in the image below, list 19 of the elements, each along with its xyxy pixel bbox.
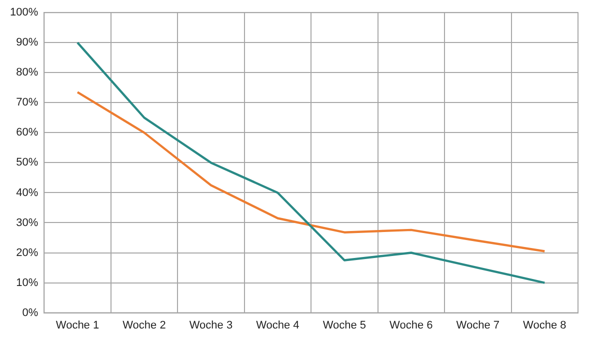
x-tick-label: Woche 4	[256, 319, 300, 332]
x-tick-label: Woche 7	[456, 319, 500, 332]
y-tick-label: 80%	[16, 66, 38, 79]
x-tick-label: Woche 5	[322, 319, 366, 332]
y-tick-label: 10%	[16, 276, 38, 289]
y-tick-label: 50%	[16, 156, 38, 169]
x-tick-label: Woche 3	[189, 319, 233, 332]
x-tick-label: Woche 6	[390, 319, 433, 332]
y-tick-label: 100%	[10, 6, 38, 19]
x-tick-label: Woche 1	[56, 319, 100, 332]
y-tick-label: 90%	[16, 36, 38, 49]
y-tick-label: 20%	[16, 246, 38, 259]
x-tick-label: Woche 2	[122, 319, 166, 332]
y-tick-label: 40%	[16, 186, 38, 199]
y-tick-label: 60%	[16, 126, 38, 139]
y-tick-label: 30%	[16, 216, 38, 229]
y-tick-label: 0%	[22, 306, 38, 319]
y-tick-label: 70%	[16, 96, 38, 109]
x-tick-label: Woche 8	[523, 319, 566, 332]
